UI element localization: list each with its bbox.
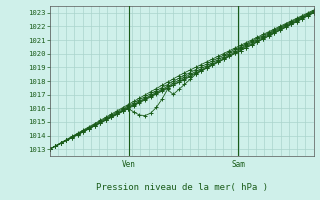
Text: Pression niveau de la mer( hPa ): Pression niveau de la mer( hPa ) (96, 183, 268, 192)
Text: Sam: Sam (231, 160, 245, 169)
Text: Ven: Ven (122, 160, 136, 169)
